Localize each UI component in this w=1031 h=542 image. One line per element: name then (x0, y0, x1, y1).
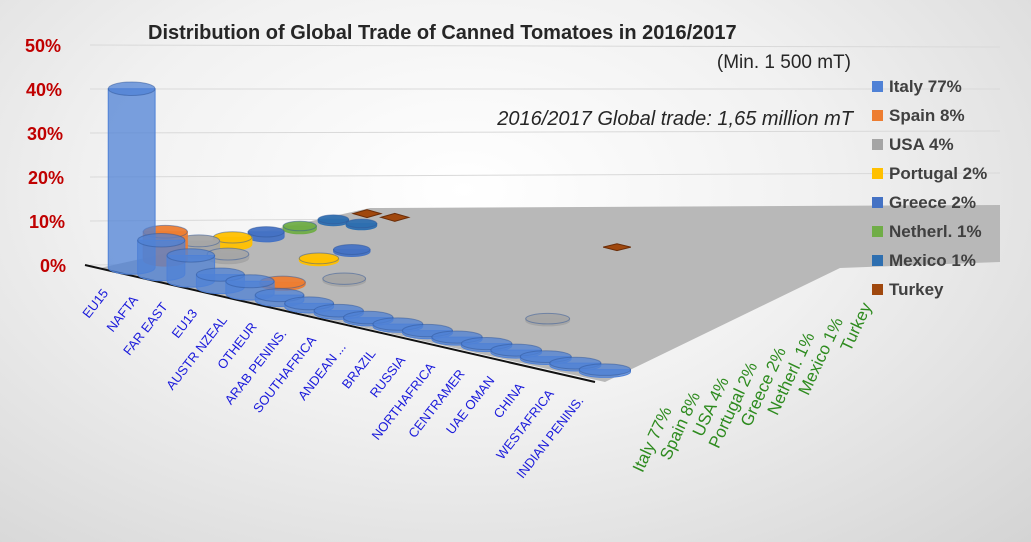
gridline (89, 44, 1001, 48)
bar-italy-eu15 (107, 81, 156, 275)
y-tick-label: 0% (40, 256, 66, 276)
legend-item: Netherl. 1% (872, 217, 987, 246)
category-label: EU13 (168, 306, 200, 341)
y-tick-label: 20% (28, 168, 64, 188)
bar-greece-eu15 (247, 226, 285, 243)
legend-item: Italy 77% (872, 72, 987, 101)
y-tick-label: 40% (26, 80, 62, 100)
legend-item: Mexico 1% (872, 246, 987, 275)
legend-label: Portugal 2% (889, 163, 988, 183)
floor (100, 205, 1000, 382)
bar-netherl.-eu15 (282, 220, 317, 235)
category-axis-line (84, 264, 596, 383)
legend-label: Netherl. 1% (889, 221, 982, 241)
category-label: EU15 (79, 286, 111, 321)
legend-item: Spain 8% (872, 101, 987, 130)
legend-swatch (872, 255, 883, 266)
bar-turkey-brazil (603, 243, 631, 252)
legend-label: Spain 8% (889, 105, 965, 125)
legend-swatch (872, 284, 883, 295)
gridline (89, 172, 1001, 178)
bar-turkey-nafta (379, 212, 411, 222)
legend-label: Greece 2% (889, 192, 976, 212)
gridline (89, 130, 1001, 134)
bar-turkey-eu15 (351, 209, 383, 219)
y-tick-label: 50% (25, 36, 61, 56)
legend-label: USA 4% (889, 134, 954, 154)
bar-mexico-eu15 (317, 214, 350, 227)
legend: Italy 77% Spain 8% USA 4% Portugal 2% Greece… (872, 72, 987, 304)
legend-swatch (872, 168, 883, 179)
legend-item: Turkey (872, 275, 987, 304)
legend-swatch (872, 110, 883, 121)
bar-greece-eu13 (333, 243, 371, 257)
y-tick-label: 30% (27, 124, 63, 144)
legend-swatch (872, 81, 883, 92)
bar-italy-indian-penins- (578, 363, 632, 378)
chart-subtitle: (Min. 1 500 mT) (716, 52, 851, 73)
legend-label: Mexico 1% (889, 250, 976, 270)
legend-label: Turkey (889, 279, 944, 299)
bar-mexico-nafta (345, 218, 378, 231)
chart-title: Distribution of Global Trade of Canned T… (148, 22, 737, 44)
legend-label: Italy 77% (889, 76, 962, 96)
bar-usa-otheur (322, 272, 367, 287)
legend-item: Greece 2% (872, 188, 987, 217)
y-tick-label: 10% (29, 212, 65, 232)
legend-swatch (872, 226, 883, 237)
legend-swatch (872, 139, 883, 150)
legend-item: Portugal 2% (872, 159, 987, 188)
legend-swatch (872, 197, 883, 208)
legend-item: USA 4% (872, 130, 987, 159)
bar-usa-centramer (525, 312, 571, 327)
bar-portugal-eu15 (212, 231, 253, 251)
bar-portugal-eu13 (298, 252, 340, 267)
global-trade-note: 2016/2017 Global trade: 1,65 million mT (497, 108, 853, 130)
category-label: ARAB PENINS. (222, 326, 290, 407)
